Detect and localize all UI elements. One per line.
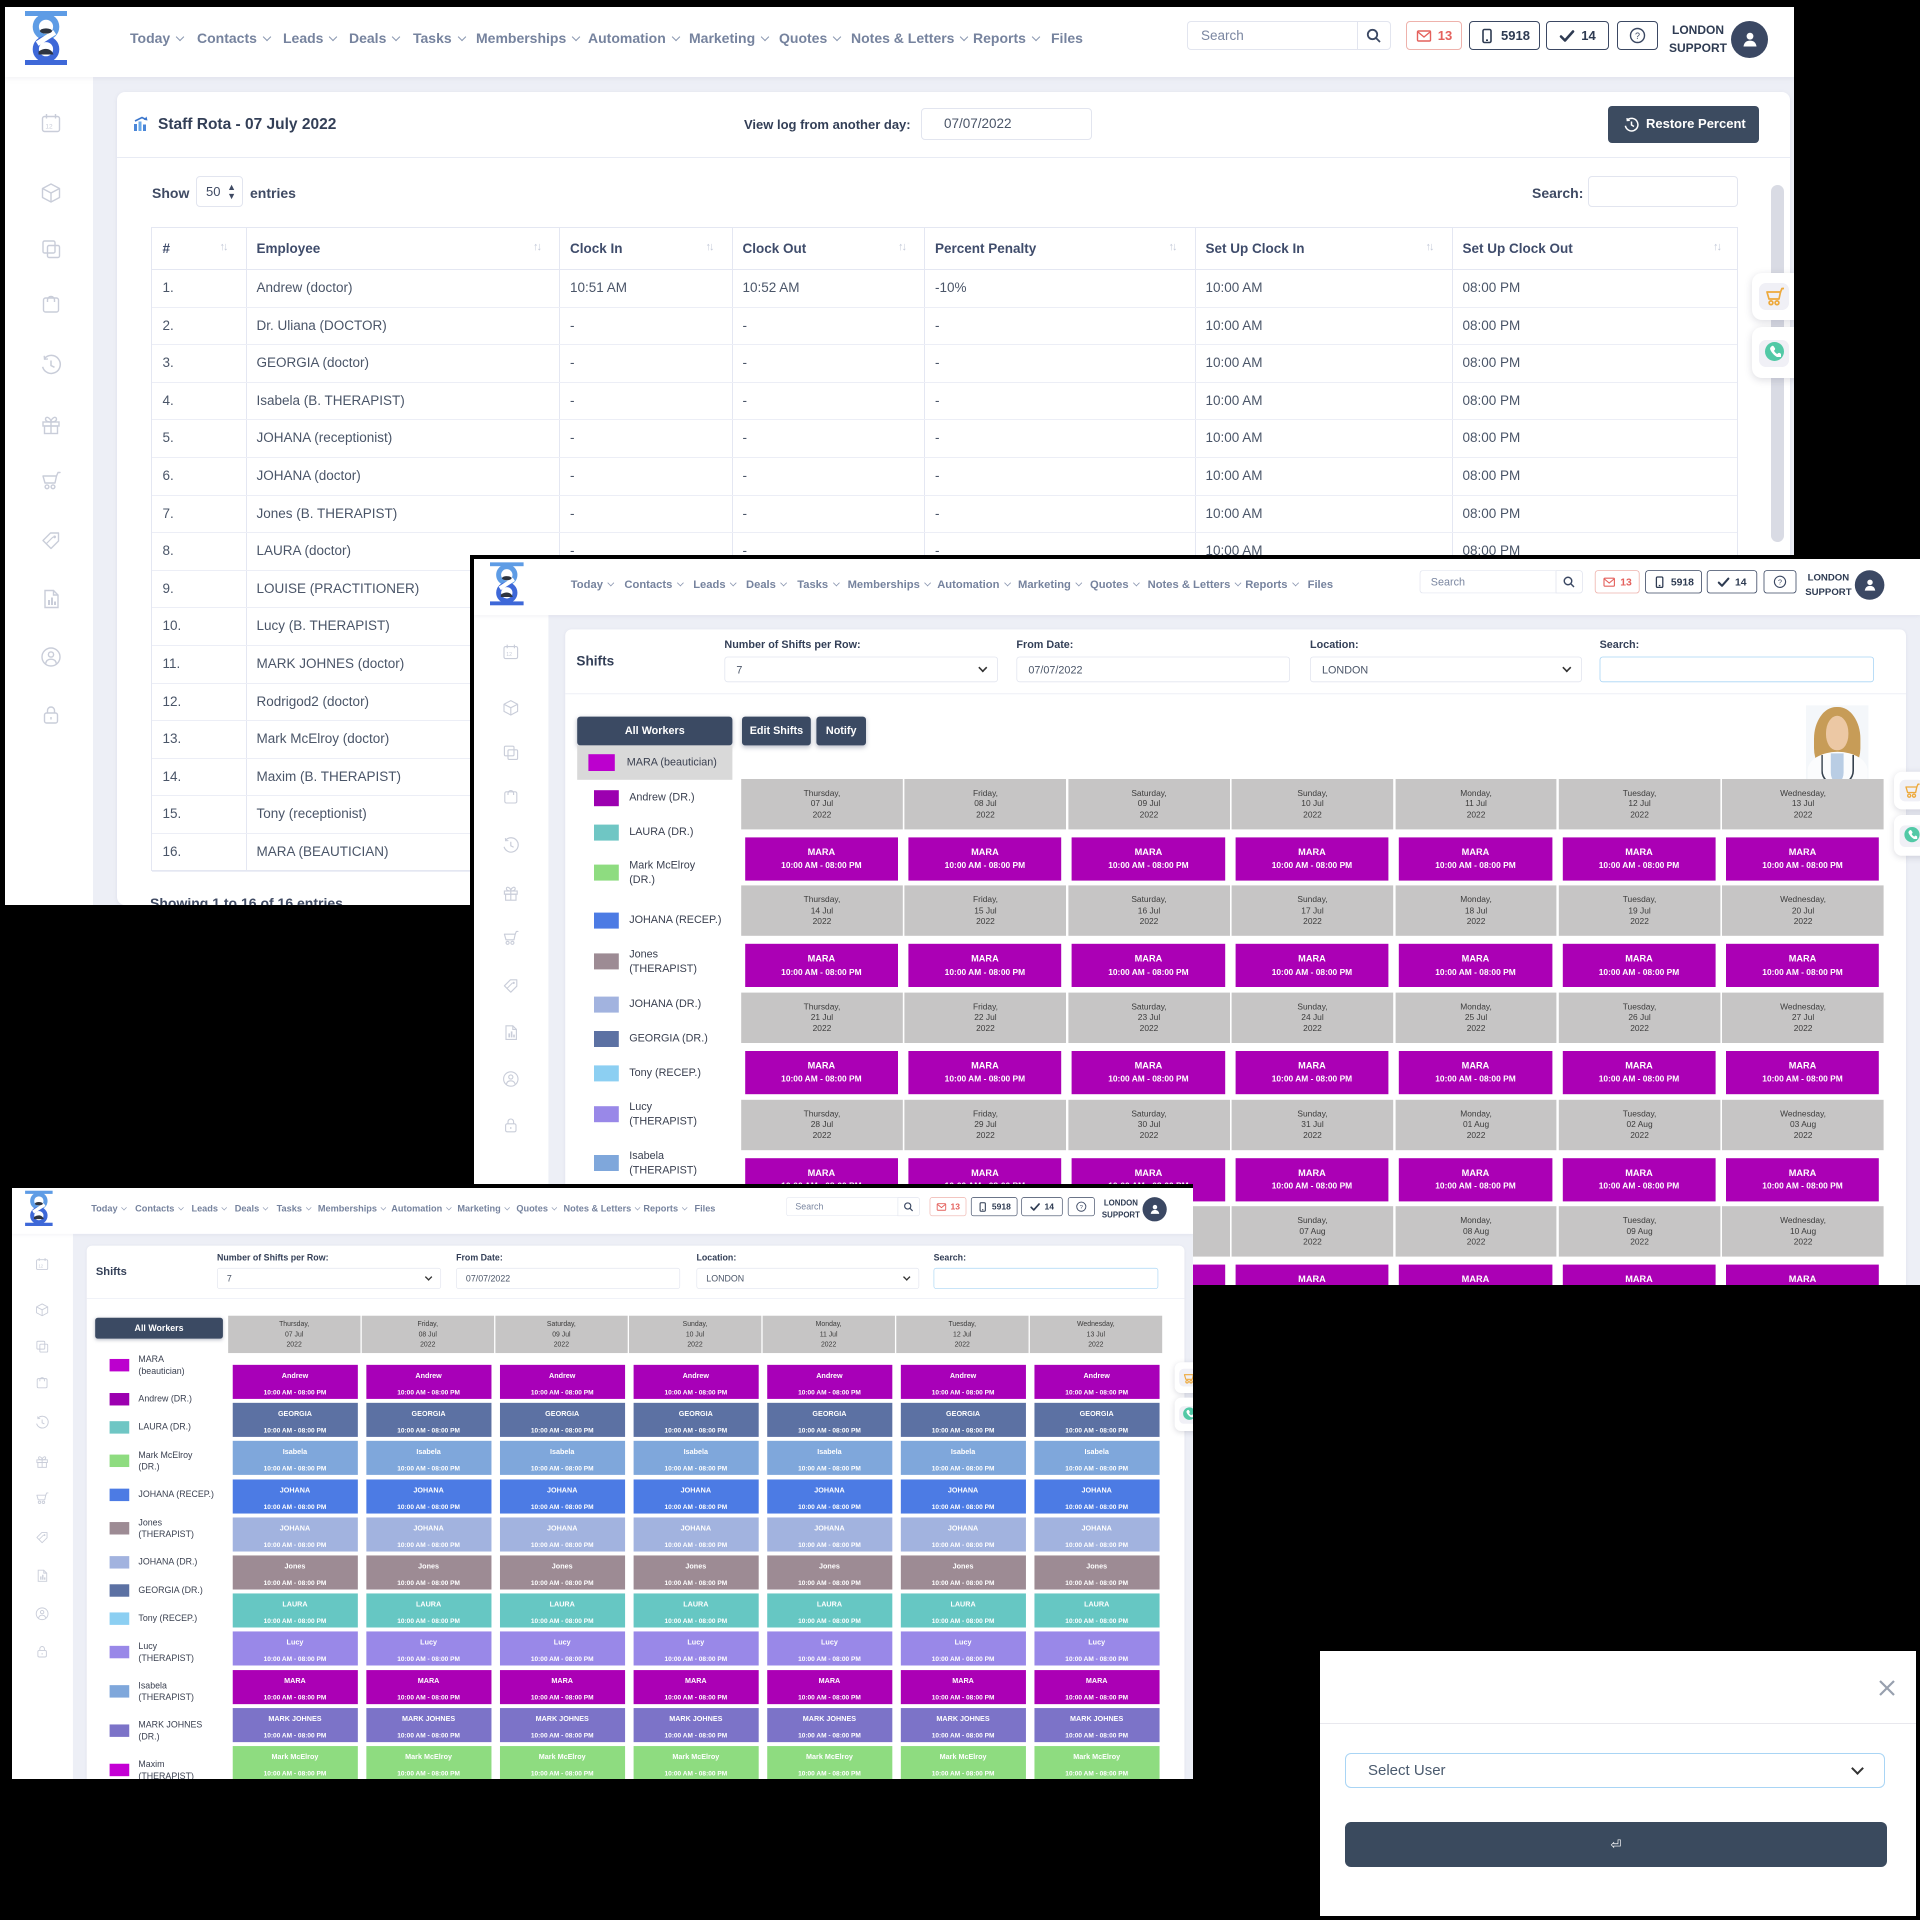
svg-text:12: 12 (38, 1264, 43, 1269)
svg-text:12: 12 (506, 652, 512, 658)
svg-text:?: ? (1778, 578, 1782, 587)
svg-text:?: ? (1635, 31, 1640, 41)
svg-text:?: ? (1080, 1205, 1084, 1211)
svg-text:12: 12 (45, 124, 53, 131)
